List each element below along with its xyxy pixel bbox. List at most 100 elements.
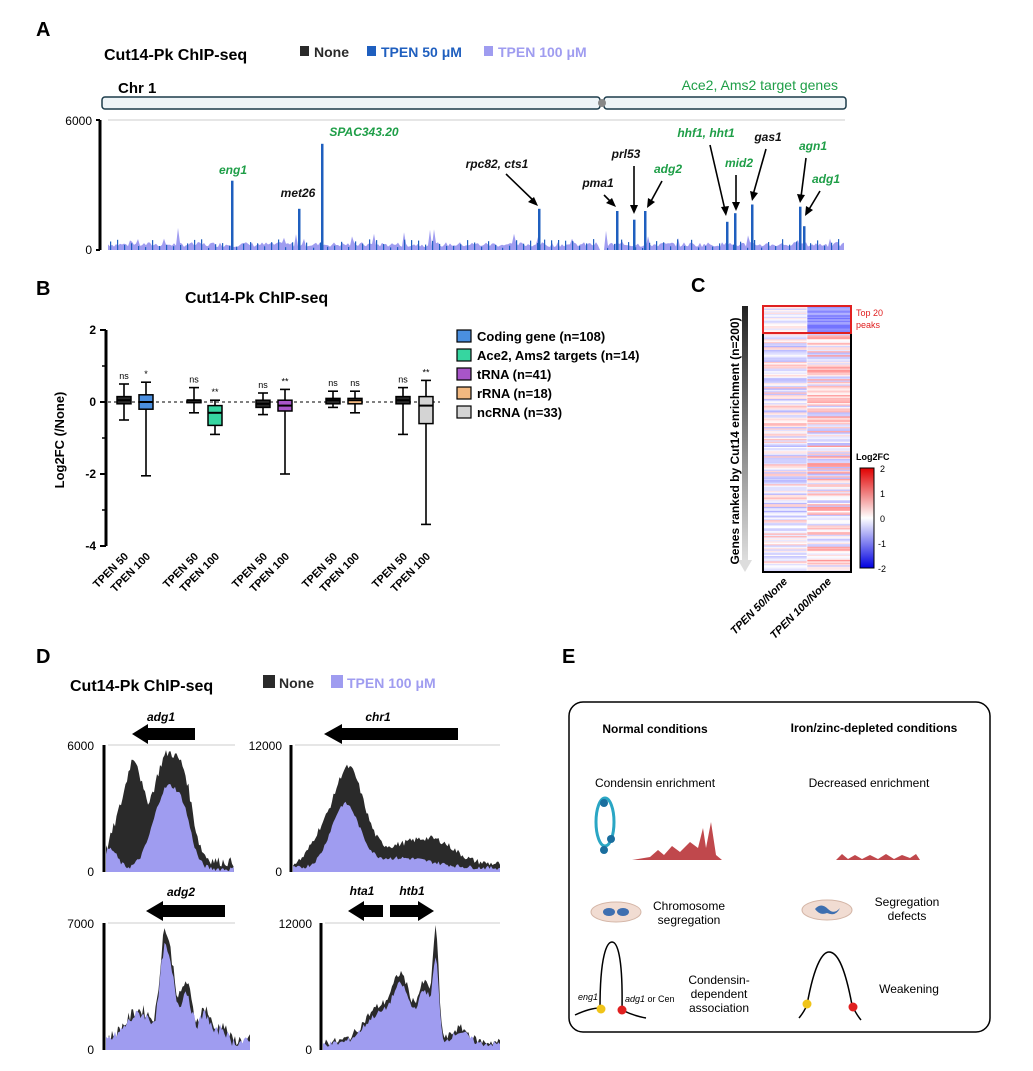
baseline-tpen50-tick bbox=[502, 247, 504, 250]
panel-b-legend: Coding gene (n=108) Ace2, Ams2 targets (n… bbox=[456, 329, 639, 420]
heatmap-cell-tpen50 bbox=[763, 404, 807, 407]
peak-arrowhead-rpc82-cts1 bbox=[528, 197, 538, 206]
heatmap-cell-tpen100 bbox=[807, 553, 851, 556]
baseline-tpen50-tick bbox=[285, 247, 287, 250]
baseline-tpen50-tick bbox=[523, 243, 525, 250]
baseline-tpen50-tick bbox=[145, 247, 147, 250]
peak-rpc82-cts1: rpc82, cts1 bbox=[466, 157, 541, 250]
heatmap-cell-tpen100 bbox=[807, 335, 851, 337]
colorbar-ticks: 2 1 0 -1 -2 bbox=[878, 464, 886, 574]
heatmap-cell-tpen50 bbox=[763, 421, 807, 424]
heatmap-cell-tpen50 bbox=[763, 514, 807, 517]
baseline-tpen50-tick bbox=[593, 239, 595, 250]
heatmap-cell-tpen100 bbox=[807, 411, 851, 413]
heatmap-cell-tpen50 bbox=[763, 561, 807, 563]
heatmap-cell-tpen100 bbox=[807, 412, 851, 415]
boxplot-significance: ns bbox=[328, 378, 338, 388]
panel-d-legend-label-none: None bbox=[279, 675, 314, 691]
heatmap-cell-tpen100 bbox=[807, 548, 851, 550]
panel-d-legend-label-tpen100: TPEN 100 μM bbox=[347, 675, 436, 691]
heatmap-cell-tpen100 bbox=[807, 462, 851, 465]
heatmap-cell-tpen100 bbox=[807, 432, 851, 434]
heatmap-cell-tpen100 bbox=[807, 556, 851, 558]
heatmap-cell-tpen50 bbox=[763, 391, 807, 393]
legend-swatch-ace2 bbox=[456, 348, 472, 362]
boxplot-significance: ** bbox=[422, 367, 430, 377]
colorbar-tick-0: 0 bbox=[880, 514, 885, 524]
heatmap-cell-tpen100 bbox=[807, 497, 851, 500]
baseline-tpen50-tick bbox=[628, 242, 630, 250]
peak-arrow-rpc82-cts1 bbox=[505, 173, 537, 204]
colorbar-tick-2: 2 bbox=[880, 464, 885, 474]
heatmap-cell-tpen100 bbox=[807, 356, 851, 359]
panel-d-title: Cut14-Pk ChIP-seq bbox=[70, 678, 213, 695]
heatmap-cell-tpen50 bbox=[763, 493, 807, 496]
heatmap-cell-tpen50 bbox=[763, 333, 807, 336]
panel-a-ymax-label: 6000 bbox=[65, 114, 92, 128]
heatmap-cell-tpen100 bbox=[807, 480, 851, 482]
panel-c-y-label: Genes ranked by Cut14 enrichment (n=200) bbox=[728, 317, 742, 564]
heatmap-cell-tpen100 bbox=[807, 360, 851, 363]
heatmap-cell-tpen50 bbox=[763, 454, 807, 457]
heatmap-cell-tpen50 bbox=[763, 538, 807, 541]
heatmap-cell-tpen50 bbox=[763, 476, 807, 478]
heatmap-cell-tpen50 bbox=[763, 393, 807, 396]
heatmap-cell-tpen50 bbox=[763, 368, 807, 371]
chromatin-loop-normal bbox=[574, 941, 647, 1019]
baseline-tpen50-tick bbox=[271, 242, 273, 250]
heatmap-cell-tpen100 bbox=[807, 516, 851, 518]
condensin-head-2 bbox=[607, 835, 615, 843]
heatmap-cell-tpen100 bbox=[807, 329, 851, 332]
heatmap-cell-tpen50 bbox=[763, 415, 807, 417]
baseline-tpen50-tick bbox=[334, 245, 336, 250]
heatmap-cell-tpen50 bbox=[763, 566, 807, 569]
heatmap-cell-tpen100 bbox=[807, 308, 851, 311]
heatmap-cell-tpen50 bbox=[763, 380, 807, 383]
baseline-tpen50-tick bbox=[278, 239, 280, 250]
heatmap-cell-tpen100 bbox=[807, 458, 851, 461]
heatmap-cell-tpen100 bbox=[807, 526, 851, 529]
baseline-tpen50-tick bbox=[306, 242, 308, 250]
baseline-tpen50-tick bbox=[229, 245, 231, 250]
heatmap-cell-tpen100 bbox=[807, 328, 851, 331]
cell-normal-icon bbox=[590, 901, 642, 923]
heatmap-cell-tpen100 bbox=[807, 521, 851, 524]
heatmap-cell-tpen100 bbox=[807, 560, 851, 562]
baseline-tpen50-tick bbox=[663, 242, 665, 250]
baseline-tpen50-tick bbox=[166, 244, 168, 250]
heatmap-cell-tpen50 bbox=[763, 412, 807, 415]
heatmap-cell-tpen50 bbox=[763, 356, 807, 359]
heatmap-cell-tpen100 bbox=[807, 315, 851, 317]
baseline-tpen50-tick bbox=[579, 245, 581, 250]
heatmap-cell-tpen100 bbox=[807, 468, 851, 470]
heatmap-cell-tpen100 bbox=[807, 444, 851, 446]
heatmap-cell-tpen100 bbox=[807, 512, 851, 514]
heatmap-cell-tpen50 bbox=[763, 388, 807, 391]
panel-d-legend-swatch-tpen100 bbox=[331, 675, 343, 688]
condensin-head-1 bbox=[600, 799, 608, 807]
heatmap-cell-tpen50 bbox=[763, 423, 807, 425]
track-adg2: adg2 7000 0 bbox=[67, 885, 250, 1057]
boxplot-significance: ns bbox=[350, 378, 360, 388]
heatmap-cell-tpen50 bbox=[763, 385, 807, 388]
heatmap-cell-tpen100 bbox=[807, 494, 851, 497]
heatmap-cell-tpen100 bbox=[807, 488, 851, 490]
heatmap-cell-tpen100 bbox=[807, 345, 851, 348]
heatmap-cell-tpen100 bbox=[807, 333, 851, 336]
heatmap-cell-tpen50 bbox=[763, 375, 807, 377]
baseline-tpen50-tick bbox=[810, 243, 812, 250]
model-row2-depleted-line1: Segregation bbox=[875, 895, 940, 909]
baseline-tpen50-tick bbox=[551, 240, 553, 250]
track-hta1-htb1-ymin: 0 bbox=[305, 1043, 312, 1057]
heatmap-cell-tpen100 bbox=[807, 389, 851, 392]
peak-arrowhead-adg1 bbox=[805, 206, 813, 216]
heatmap-cell-tpen50 bbox=[763, 548, 807, 550]
heatmap-cell-tpen100 bbox=[807, 565, 851, 567]
baseline-tpen50-tick bbox=[635, 247, 637, 250]
gene-label-adg1: adg1 bbox=[147, 710, 175, 724]
heatmap-cell-tpen100 bbox=[807, 353, 851, 356]
model-row3-depleted: Weakening bbox=[879, 982, 939, 996]
heatmap-cell-tpen50 bbox=[763, 316, 807, 319]
heatmap-cell-tpen50 bbox=[763, 371, 807, 373]
heatmap-cell-tpen100 bbox=[807, 435, 851, 437]
